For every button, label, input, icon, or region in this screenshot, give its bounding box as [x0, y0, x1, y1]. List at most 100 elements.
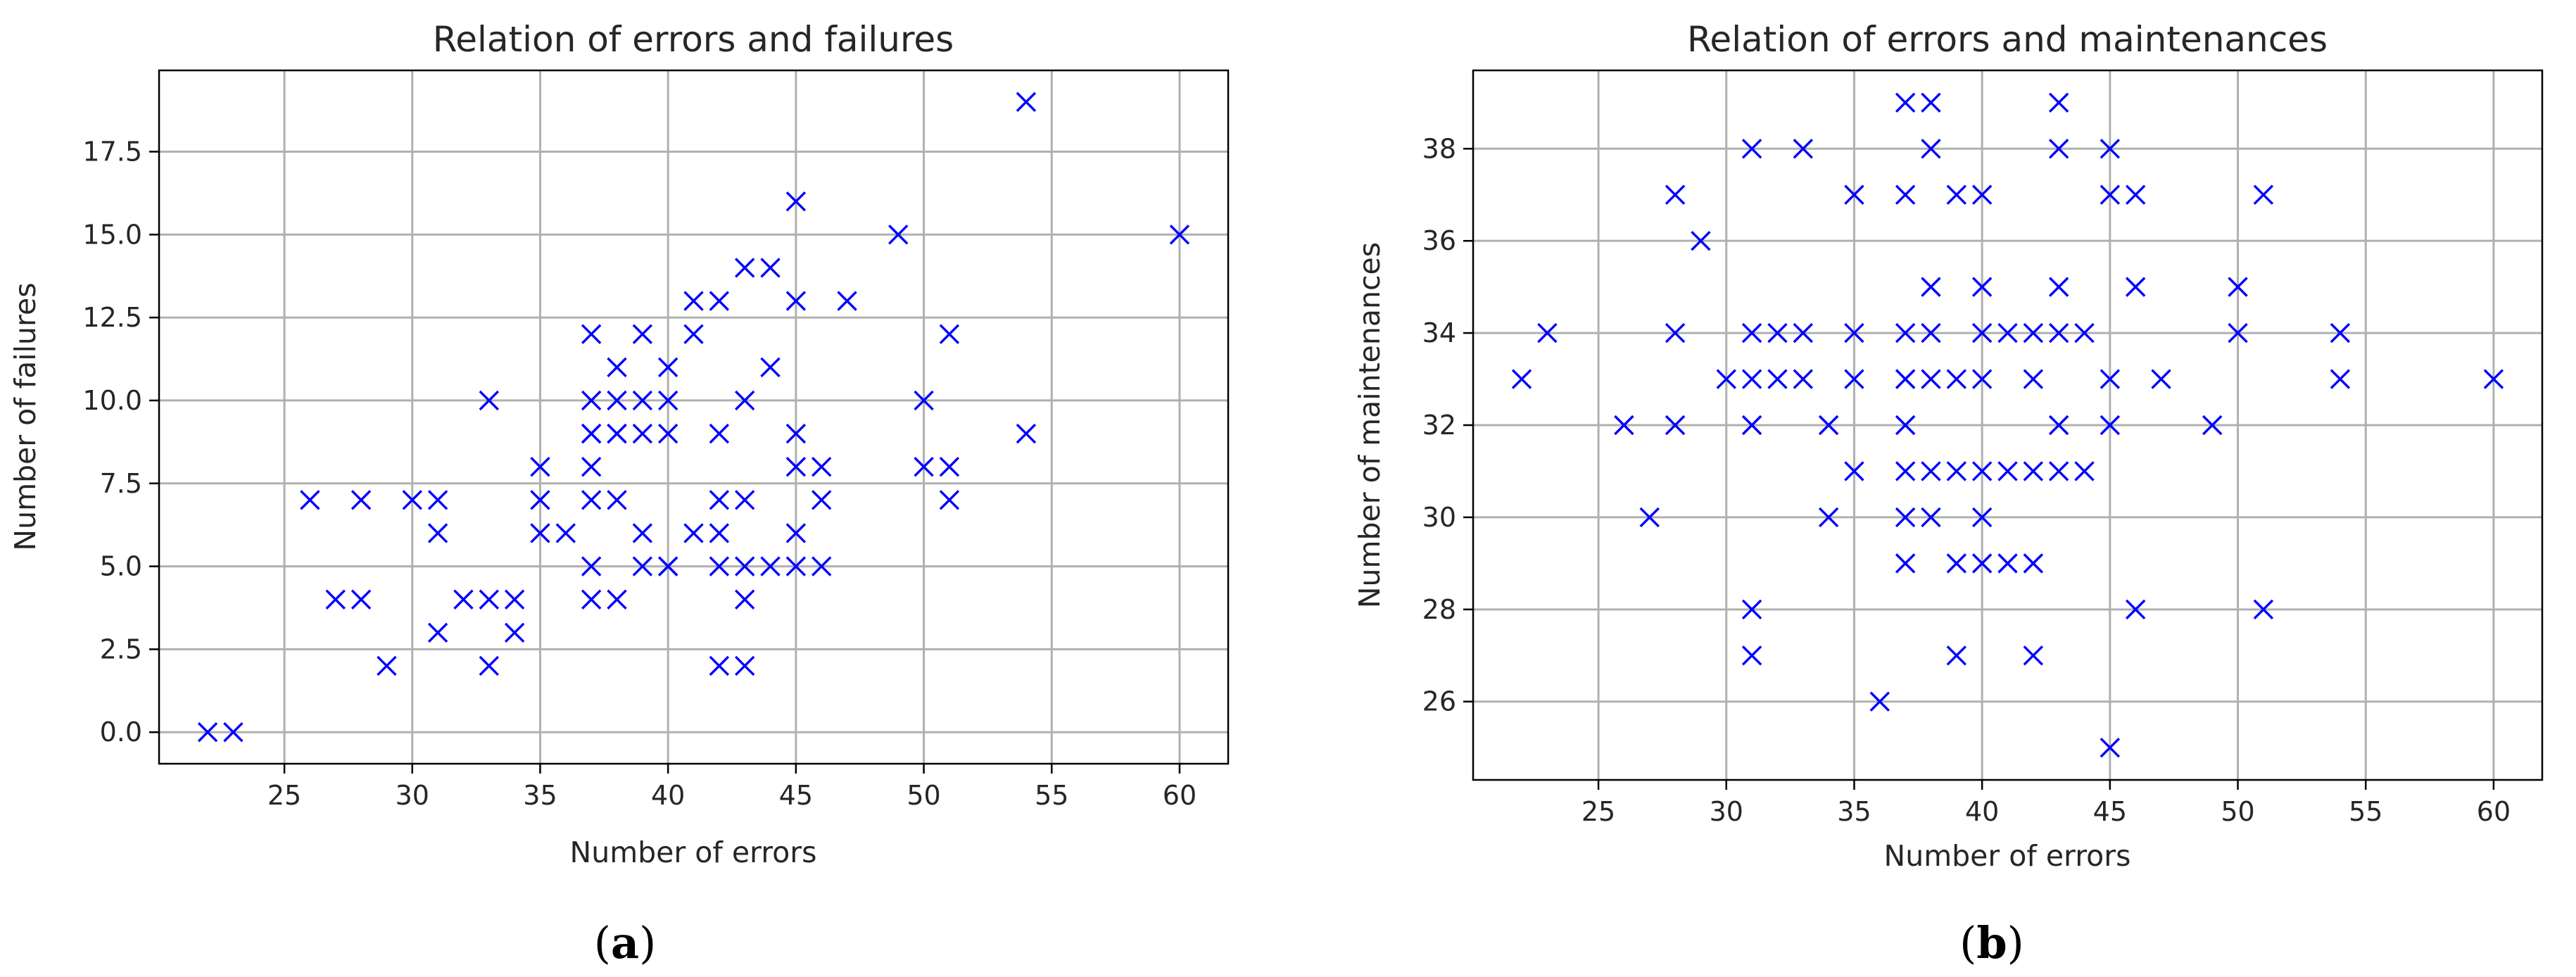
- data-point: [1921, 139, 1941, 159]
- data-point-stroke: [479, 390, 499, 411]
- data-point-stroke: [1665, 415, 1686, 436]
- data-point: [479, 390, 499, 411]
- data-point: [530, 490, 550, 510]
- data-point: [709, 655, 730, 676]
- y-tick-label: 12.5: [82, 302, 142, 333]
- data-point: [2048, 415, 2069, 436]
- data-point: [1818, 507, 1839, 528]
- data-point-stroke: [1844, 322, 1864, 343]
- data-point: [1971, 322, 1993, 343]
- data-point: [709, 490, 730, 510]
- data-point-stroke: [530, 523, 550, 543]
- data-point: [1971, 184, 1993, 205]
- caption-b-open: (: [1959, 917, 1976, 969]
- data-point: [300, 490, 320, 510]
- data-point: [1741, 322, 1762, 343]
- data-point-stroke: [1946, 553, 1967, 574]
- data-point: [1665, 184, 1686, 205]
- data-point: [2048, 277, 2069, 297]
- data-point-stroke: [1741, 599, 1762, 620]
- data-point-stroke: [607, 589, 627, 610]
- data-point: [2074, 461, 2095, 481]
- x-tick-label: 30: [1710, 796, 1743, 827]
- data-point: [1793, 322, 1813, 343]
- data-point-stroke: [785, 291, 807, 311]
- data-point-stroke: [1844, 184, 1864, 205]
- data-point-stroke: [632, 390, 653, 411]
- data-point-stroke: [760, 357, 781, 378]
- data-point: [1741, 369, 1762, 389]
- data-point: [2330, 369, 2351, 389]
- data-point: [1921, 507, 1941, 528]
- y-tick-label: 2.5: [100, 634, 142, 664]
- data-point: [607, 390, 627, 411]
- data-point: [1793, 139, 1813, 159]
- data-point-stroke: [1741, 369, 1762, 389]
- data-point-stroke: [2023, 369, 2044, 389]
- data-point-stroke: [1921, 507, 1941, 528]
- data-point-stroke: [351, 589, 372, 610]
- data-point: [581, 589, 602, 610]
- data-point-stroke: [1767, 369, 1788, 389]
- data-point-stroke: [2023, 461, 2044, 481]
- data-point-stroke: [427, 523, 448, 543]
- panel-b: 25 30 35 40 45 50 55 60 26 28 30 32 34 36 38 Relation…: [1353, 19, 2544, 969]
- chart-title-a: Relation of errors and failures: [433, 19, 954, 60]
- data-point-stroke: [1639, 507, 1660, 528]
- x-tick-label: 35: [523, 780, 557, 811]
- data-point-stroke: [785, 456, 807, 477]
- data-point-stroke: [1946, 461, 1967, 481]
- data-point-stroke: [709, 423, 730, 444]
- y-tick-label: 38: [1422, 133, 1456, 164]
- data-point: [1921, 322, 1941, 343]
- data-point: [632, 556, 653, 576]
- data-point: [1895, 184, 1916, 205]
- data-point-stroke: [1741, 645, 1762, 666]
- data-point: [427, 523, 448, 543]
- caption-a-letter: a: [611, 917, 639, 969]
- data-point: [1665, 415, 1686, 436]
- data-point: [811, 456, 832, 477]
- data-point-stroke: [760, 258, 781, 278]
- data-point: [734, 258, 755, 278]
- data-point-stroke: [1767, 322, 1788, 343]
- panel-caption-a: (a): [594, 917, 657, 969]
- data-point-stroke: [2048, 415, 2069, 436]
- data-point: [2253, 599, 2274, 620]
- data-point: [581, 490, 602, 510]
- data-point-stroke: [1971, 507, 1993, 528]
- data-point: [709, 291, 730, 311]
- data-point: [1869, 691, 1890, 712]
- data-point-stroke: [939, 490, 960, 510]
- x-tick-label: 25: [1581, 796, 1615, 827]
- data-point-stroke: [427, 622, 448, 643]
- data-point: [377, 655, 397, 676]
- data-point: [1946, 553, 1967, 574]
- data-point-stroke: [734, 490, 755, 510]
- data-point-stroke: [2228, 322, 2248, 343]
- y-ticks-b: 26 28 30 32 34 36 38: [1422, 133, 1473, 717]
- data-point-stroke: [2074, 322, 2095, 343]
- data-point: [1844, 322, 1864, 343]
- data-point-stroke: [1895, 92, 1916, 113]
- data-point-stroke: [657, 556, 678, 576]
- data-point: [734, 390, 755, 411]
- data-point: [607, 589, 627, 610]
- data-point: [734, 589, 755, 610]
- data-point: [2228, 322, 2248, 343]
- y-tick-label: 30: [1422, 502, 1456, 533]
- y-tick-label: 15.0: [82, 219, 142, 250]
- data-point-stroke: [1793, 369, 1813, 389]
- data-point-stroke: [1716, 369, 1736, 389]
- data-point: [939, 324, 960, 344]
- data-point-stroke: [1895, 184, 1916, 205]
- data-point-stroke: [1971, 277, 1993, 297]
- data-point-stroke: [1921, 461, 1941, 481]
- data-point: [683, 523, 704, 543]
- data-point-stroke: [837, 291, 857, 311]
- data-point: [427, 622, 448, 643]
- y-tick-label: 10.0: [82, 385, 142, 416]
- data-point: [2100, 184, 2121, 205]
- data-point: [2100, 415, 2121, 436]
